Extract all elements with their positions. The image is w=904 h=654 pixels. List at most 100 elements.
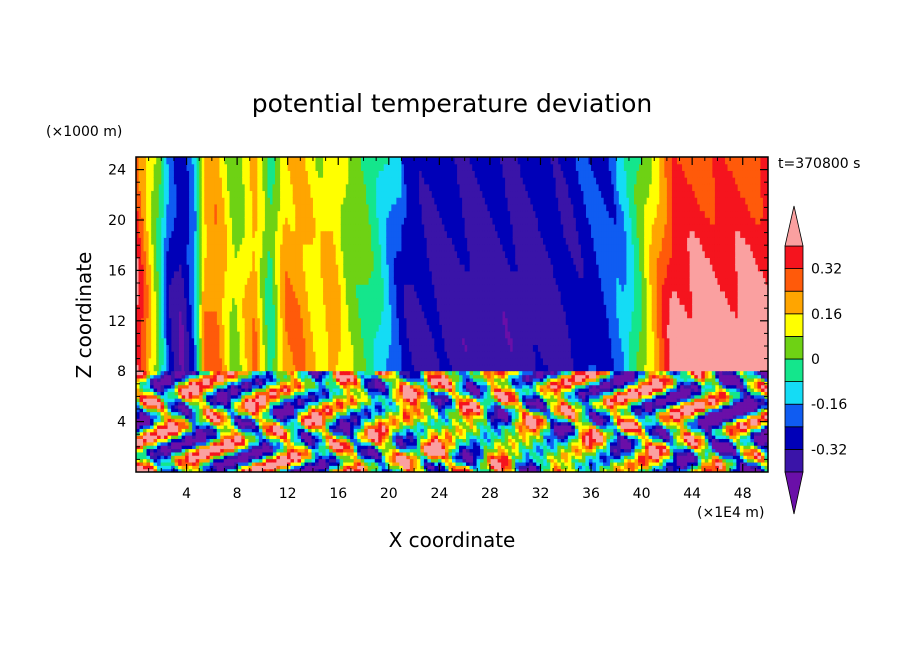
contour-cell bbox=[396, 230, 400, 238]
contour-cell bbox=[510, 210, 514, 218]
contour-cell bbox=[148, 304, 152, 312]
contour-cell bbox=[312, 364, 317, 372]
contour-cell bbox=[146, 197, 150, 205]
contour-cell bbox=[191, 317, 195, 325]
contour-cell bbox=[484, 331, 488, 339]
contour-cell bbox=[457, 277, 461, 285]
contour-cell bbox=[267, 270, 271, 279]
contour-cell bbox=[310, 331, 314, 339]
contour-cell bbox=[454, 210, 458, 218]
contour-cell bbox=[148, 197, 152, 205]
contour-cell bbox=[457, 170, 461, 178]
contour-cell bbox=[173, 203, 178, 212]
contour-cell bbox=[141, 284, 145, 292]
contour-cell bbox=[315, 190, 319, 198]
contour-cell bbox=[515, 183, 519, 192]
contour-cell bbox=[275, 170, 279, 178]
contour-cell bbox=[249, 310, 253, 319]
contour-cell bbox=[353, 197, 357, 205]
contour-cell bbox=[242, 177, 246, 185]
contour-cell bbox=[219, 203, 223, 212]
contour-cell bbox=[383, 357, 387, 366]
contour-cell bbox=[156, 244, 160, 252]
contour-cell bbox=[424, 351, 428, 359]
contour-cell bbox=[454, 230, 458, 238]
contour-cell bbox=[421, 324, 425, 332]
contour-cell bbox=[158, 364, 162, 372]
contour-cell bbox=[163, 230, 167, 238]
contour-cell bbox=[459, 257, 463, 265]
contour-cell bbox=[194, 250, 198, 258]
contour-cell bbox=[376, 157, 380, 165]
contour-cell bbox=[421, 277, 425, 285]
contour-cell bbox=[249, 284, 253, 292]
contour-cell bbox=[497, 170, 501, 178]
contour-cell bbox=[383, 297, 387, 305]
contour-cell bbox=[194, 217, 198, 225]
contour-cell bbox=[424, 203, 428, 212]
chart-title: potential temperature deviation bbox=[252, 89, 652, 118]
contour-cell bbox=[204, 230, 208, 238]
contour-cell bbox=[510, 190, 514, 198]
contour-cell bbox=[393, 250, 397, 258]
contour-cell bbox=[527, 157, 531, 165]
contour-cell bbox=[436, 310, 440, 319]
contour-cell bbox=[163, 284, 167, 292]
contour-cell bbox=[171, 337, 175, 346]
contour-cell bbox=[398, 270, 403, 279]
contour-cell bbox=[355, 183, 360, 192]
contour-cell bbox=[396, 337, 400, 346]
contour-cell bbox=[522, 331, 526, 339]
contour-cell bbox=[290, 157, 294, 165]
contour-cell bbox=[502, 257, 506, 265]
contour-cell bbox=[143, 364, 147, 372]
contour-cell bbox=[411, 237, 415, 245]
contour-cell bbox=[178, 183, 183, 192]
contour-cell bbox=[166, 344, 170, 352]
contour-cell bbox=[482, 210, 486, 218]
contour-cell bbox=[272, 163, 276, 171]
contour-cell bbox=[467, 297, 471, 305]
contour-cell bbox=[181, 317, 185, 325]
contour-cell bbox=[472, 163, 476, 171]
contour-cell bbox=[275, 270, 279, 279]
contour-cell bbox=[489, 237, 494, 245]
contour-cell bbox=[232, 230, 236, 238]
contour-cell bbox=[353, 357, 357, 366]
contour-cell bbox=[168, 270, 172, 279]
contour-cell bbox=[201, 337, 205, 346]
contour-cell bbox=[146, 310, 150, 319]
contour-cell bbox=[416, 304, 420, 312]
contour-cell bbox=[393, 324, 397, 332]
contour-cell bbox=[146, 210, 150, 218]
contour-cell bbox=[502, 157, 506, 165]
contour-cell bbox=[414, 157, 418, 165]
contour-cell bbox=[312, 290, 317, 299]
contour-cell bbox=[328, 197, 332, 205]
contour-cell bbox=[482, 250, 486, 258]
contour-cell bbox=[452, 264, 456, 272]
contour-cell bbox=[292, 210, 296, 218]
contour-cell bbox=[229, 310, 233, 319]
contour-cell bbox=[489, 257, 494, 265]
contour-cell bbox=[469, 217, 473, 225]
contour-cell bbox=[469, 190, 473, 198]
contour-cell bbox=[151, 237, 155, 245]
contour-cell bbox=[512, 217, 516, 225]
contour-cell bbox=[500, 237, 504, 245]
contour-cell bbox=[136, 277, 140, 285]
contour-cell bbox=[340, 357, 344, 366]
contour-cell bbox=[474, 317, 478, 325]
contour-cell bbox=[239, 310, 243, 319]
contour-cell bbox=[290, 250, 294, 258]
contour-cell bbox=[391, 257, 395, 265]
contour-cell bbox=[502, 270, 506, 279]
contour-cell bbox=[264, 210, 269, 218]
contour-cell bbox=[234, 310, 238, 319]
contour-cell bbox=[421, 310, 425, 319]
contour-cell bbox=[426, 317, 430, 325]
contour-cell bbox=[156, 351, 160, 359]
contour-cell bbox=[237, 217, 241, 225]
contour-cell bbox=[178, 250, 183, 258]
contour-cell bbox=[358, 170, 362, 178]
